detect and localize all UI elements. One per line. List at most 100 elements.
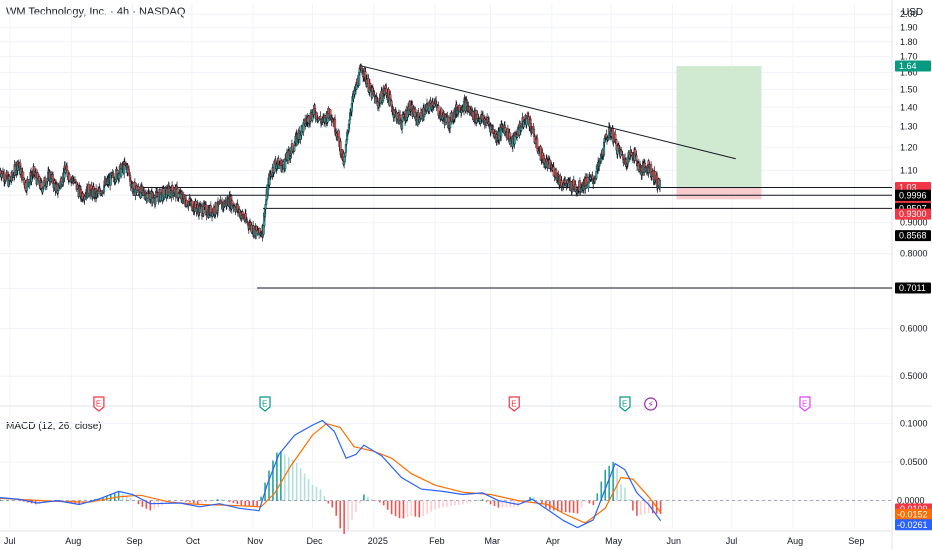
macd-histogram-bar — [295, 462, 298, 501]
earnings-event-marker[interactable]: ⚡ — [644, 397, 658, 411]
earnings-label: E — [511, 400, 516, 409]
macd-histogram-bar — [576, 500, 579, 514]
earnings-icon — [619, 396, 631, 412]
macd-histogram-bar — [307, 479, 310, 501]
macd-histogram-bar — [319, 489, 322, 501]
macd-histogram-bar — [390, 500, 393, 515]
macd-tag-bg — [895, 508, 932, 520]
macd-histogram-bar — [493, 500, 496, 507]
candle-body — [171, 185, 174, 192]
macd-histogram-bar — [600, 481, 603, 501]
candle-body — [595, 171, 598, 179]
macd-histogram-bar — [208, 500, 211, 502]
macd-histogram-bar — [414, 500, 417, 517]
macd-histogram-bar — [0, 499, 1, 501]
price-tick-label: 1.20 — [900, 143, 918, 153]
time-tick-label: Mar — [485, 536, 501, 546]
time-tick-label: Oct — [186, 536, 201, 546]
macd-histogram-bar — [584, 500, 587, 502]
trendline — [361, 65, 736, 160]
macd-histogram-bar — [244, 500, 247, 506]
macd-histogram-bar — [612, 461, 614, 501]
macd-histogram-bar — [173, 500, 175, 502]
earnings-icon — [799, 396, 811, 412]
price-tick-label: 1.40 — [900, 102, 918, 112]
candle-body — [587, 182, 590, 189]
macd-histogram-bar — [22, 500, 25, 502]
earnings-event-marker[interactable]: E — [799, 396, 811, 412]
macd-histogram-bar — [541, 500, 543, 505]
price-tick-label: 0.8000 — [900, 249, 928, 259]
macd-histogram-bar — [647, 500, 650, 513]
earnings-icon — [93, 396, 105, 412]
macd-histogram — [0, 451, 662, 534]
earnings-event-marker[interactable]: E — [508, 396, 520, 412]
macd-histogram-bar — [248, 500, 251, 506]
price-tag: 0.9996 — [895, 189, 931, 201]
price-tag-label: 0.9300 — [899, 209, 927, 219]
macd-histogram-bar — [620, 484, 622, 501]
macd-histogram-bar — [643, 500, 646, 514]
macd-tick-label: 0.0500 — [900, 457, 928, 467]
macd-histogram-bar — [149, 500, 152, 511]
price-tick-label: 0.6000 — [900, 324, 928, 334]
time-tick-label: Jun — [666, 536, 681, 546]
macd-histogram-bar — [58, 499, 61, 501]
price-tick-label: 1.60 — [900, 68, 918, 78]
price-tag-bg — [895, 282, 931, 294]
macd-histogram-bar — [426, 500, 429, 514]
time-tick-label: Feb — [429, 536, 445, 546]
earnings-event-marker[interactable]: E — [259, 396, 271, 412]
macd-histogram-bar — [636, 500, 638, 516]
macd-histogram-bar — [628, 498, 630, 501]
time-tick-label: Nov — [247, 536, 264, 546]
macd-histogram-bar — [651, 500, 654, 514]
macd-histogram-bar — [272, 460, 274, 501]
macd-histogram-bar — [315, 486, 318, 501]
candle-body — [373, 95, 376, 97]
price-tag: 0.9300 — [895, 208, 931, 220]
candle-body — [525, 118, 528, 126]
macd-histogram-bar — [185, 500, 187, 502]
stop-zone — [676, 187, 762, 200]
earnings-event-marker[interactable]: E — [619, 396, 631, 412]
price-tag-label: 1.64 — [899, 61, 917, 71]
earnings-event-marker[interactable]: E — [93, 396, 105, 412]
price-tag-label: 0.9996 — [899, 190, 927, 200]
macd-line — [0, 419, 662, 529]
macd-histogram-bar — [430, 500, 432, 512]
macd-histogram-bar — [402, 500, 405, 519]
price-tick-label: 2.00 — [900, 9, 918, 19]
time-tick-label: Aug — [65, 536, 81, 546]
macd-histogram-bar — [489, 500, 492, 505]
macd-histogram-bar — [204, 500, 207, 503]
macd-histogram-bar — [311, 484, 314, 501]
macd-histogram-bar — [410, 500, 413, 517]
price-tick-label: 0.5000 — [900, 371, 928, 381]
price-tag-bg — [895, 189, 931, 201]
macd-histogram-bar — [481, 499, 484, 501]
earnings-label: E — [96, 400, 101, 409]
price-tag-label: 0.8568 — [899, 231, 927, 241]
macd-histogram-bar — [200, 500, 203, 504]
time-tick-label: Sep — [848, 536, 864, 546]
macd-histogram-bar — [193, 500, 195, 504]
time-tick-label: Apr — [546, 536, 560, 546]
lightning-icon: ⚡ — [648, 401, 654, 411]
macd-histogram-bar — [462, 500, 464, 505]
macd-histogram-bar — [3, 499, 5, 501]
macd-histogram-bar — [632, 500, 634, 511]
macd-histogram-bar — [260, 496, 262, 501]
time-tick-label: Sep — [127, 536, 143, 546]
macd-histogram-bar — [450, 500, 452, 507]
earnings-label: E — [622, 400, 627, 409]
macd-histogram-bar — [371, 499, 373, 501]
macd-histogram-bar — [560, 500, 563, 512]
candle-body — [293, 145, 296, 152]
macd-histogram-bar — [189, 500, 191, 503]
price-tick-label: 1.30 — [900, 122, 918, 132]
macd-histogram-bar — [588, 500, 591, 504]
earnings-icon — [259, 396, 271, 412]
macd-tick-label: 0.1000 — [900, 419, 928, 429]
